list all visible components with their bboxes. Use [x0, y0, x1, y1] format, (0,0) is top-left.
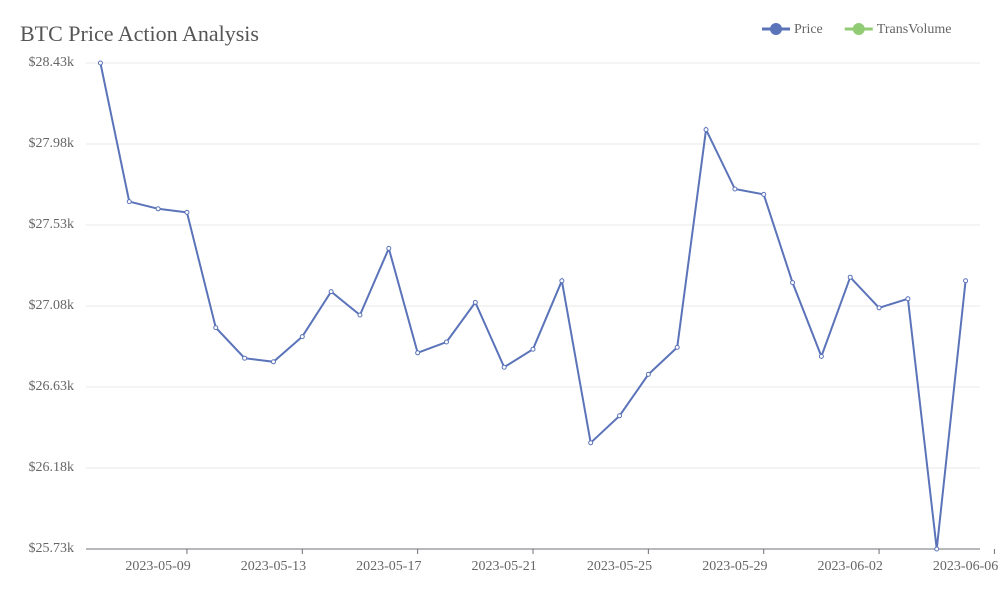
data-point: [876, 305, 882, 311]
data-point: [299, 334, 305, 340]
data-point: [645, 371, 651, 377]
y-tick-label: $26.63k: [29, 379, 75, 394]
x-tick-label: 2023-06-06: [933, 559, 998, 574]
data-point: [155, 206, 161, 212]
data-point: [443, 339, 449, 345]
data-point: [328, 289, 334, 295]
data-point: [761, 191, 767, 197]
y-tick-label: $27.08k: [29, 298, 75, 313]
legend-label: TransVolume: [877, 22, 952, 37]
y-tick-label: $26.18k: [29, 460, 75, 475]
y-tick-label: $25.73k: [29, 541, 75, 556]
data-point: [184, 209, 190, 215]
data-point: [588, 440, 594, 446]
data-point: [472, 299, 478, 305]
data-point: [126, 199, 132, 205]
y-tick-label: $28.43k: [29, 55, 75, 70]
x-tick-label: 2023-05-29: [702, 559, 767, 574]
data-point: [703, 127, 709, 133]
x-tick-label: 2023-05-17: [356, 559, 421, 574]
legend-dot: [852, 23, 865, 35]
data-point: [415, 350, 421, 356]
y-tick-label: $27.53k: [29, 217, 75, 232]
data-point: [847, 274, 853, 280]
x-tick-label: 2023-05-21: [471, 559, 536, 574]
y-tick-label: $27.98k: [29, 136, 75, 151]
data-point: [818, 353, 824, 359]
data-point: [213, 325, 219, 331]
data-point: [501, 364, 507, 370]
data-point: [905, 296, 911, 302]
data-point: [934, 546, 940, 552]
data-point: [530, 346, 536, 352]
x-tick-label: 2023-05-13: [241, 559, 306, 574]
data-point: [559, 278, 565, 284]
data-point: [732, 186, 738, 192]
data-point: [97, 60, 103, 66]
x-tick-label: 2023-05-09: [125, 559, 190, 574]
data-point: [617, 413, 623, 419]
data-point: [386, 245, 392, 251]
legend-label: Price: [794, 22, 823, 37]
x-tick-label: 2023-06-02: [818, 559, 883, 574]
data-point: [357, 312, 363, 318]
chart-title: BTC Price Action Analysis: [20, 21, 259, 46]
data-point: [963, 278, 969, 284]
data-point: [790, 280, 796, 286]
data-point: [674, 344, 680, 350]
legend-dot: [770, 23, 782, 35]
data-point: [270, 359, 276, 365]
data-point: [242, 355, 248, 361]
x-tick-label: 2023-05-25: [587, 559, 652, 574]
